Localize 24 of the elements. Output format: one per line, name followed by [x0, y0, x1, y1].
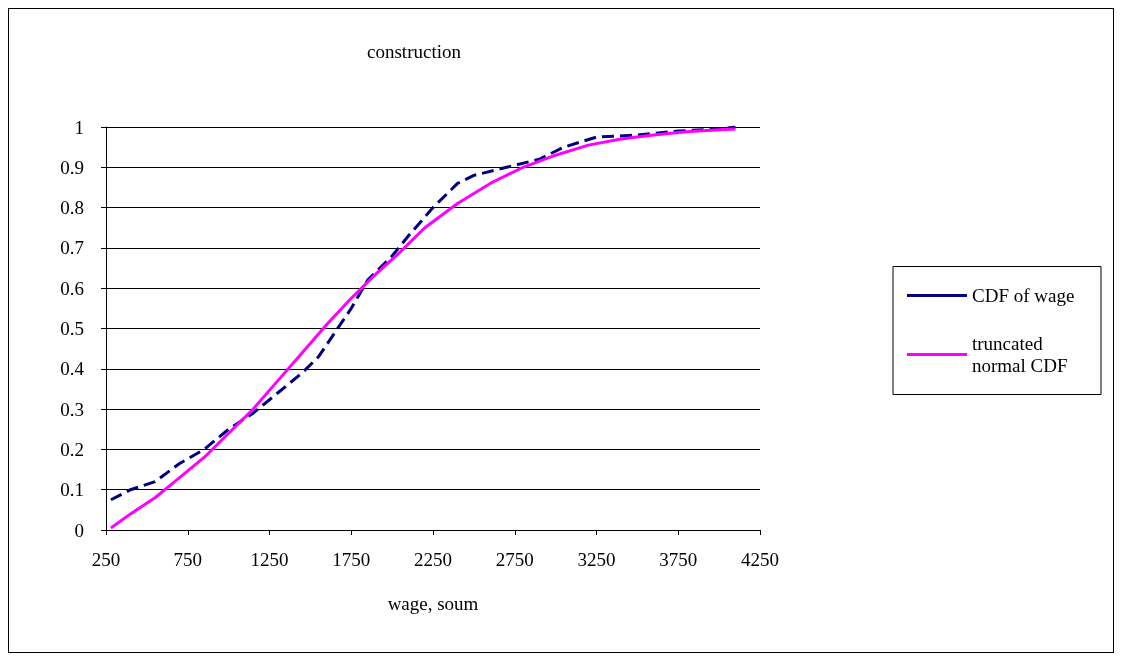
- x-tick-label: 2250: [414, 549, 452, 570]
- x-tick-label: 1750: [332, 549, 371, 570]
- x-tick-label: 4250: [741, 549, 779, 570]
- x-tick-label: 2750: [495, 549, 534, 570]
- legend-label: truncated normal CDF: [972, 333, 1068, 376]
- y-tick-label: 0.4: [60, 358, 85, 380]
- y-tick-label: 0.2: [60, 438, 84, 460]
- y-tick-label: 0.9: [60, 156, 84, 178]
- y-tick-label: 0.5: [60, 318, 84, 339]
- chart-title: construction: [367, 41, 462, 62]
- y-tick-label: 0.6: [60, 277, 84, 299]
- x-tick-label: 3750: [659, 549, 698, 570]
- x-tick-label: 750: [173, 549, 202, 570]
- y-tick-label: 1: [74, 116, 84, 138]
- x-tick-label: 250: [91, 549, 121, 570]
- x-tick-label: 1250: [250, 549, 289, 570]
- y-tick-label: 0.3: [60, 398, 84, 420]
- y-tick-label: 0.1: [60, 479, 84, 501]
- x-axis-title: wage, soum: [387, 593, 479, 614]
- y-tick-label: 0.8: [60, 197, 84, 219]
- legend-label: CDF of wage: [972, 285, 1075, 306]
- y-tick-label: 0.7: [60, 237, 84, 259]
- x-tick-label: 3250: [577, 549, 616, 570]
- y-tick-label: 0: [74, 519, 84, 541]
